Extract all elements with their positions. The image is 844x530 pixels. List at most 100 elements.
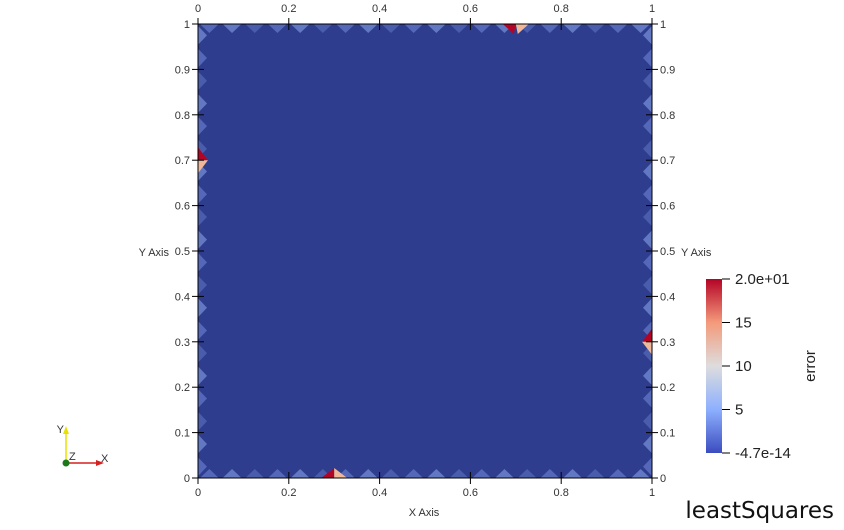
y-arrow-icon	[63, 426, 69, 434]
edge-triangle	[267, 24, 287, 33]
edge-triangle	[313, 24, 333, 33]
y-tick-label-left: 1	[184, 19, 190, 31]
y-tick-label-right: 0.7	[660, 155, 675, 167]
edge-triangle	[290, 469, 310, 478]
x-tick-label-top: 0.8	[554, 3, 569, 15]
y-tick-label-left: 0.7	[175, 155, 190, 167]
edge-triangle	[198, 48, 207, 68]
edge-triangle	[198, 366, 207, 386]
x-arrow-icon	[96, 460, 104, 466]
x-axis-title: X Axis	[409, 507, 440, 519]
y-tick-label-left: 0.1	[175, 428, 190, 440]
edge-triangle	[198, 457, 207, 477]
error-hotspot	[198, 147, 208, 174]
x-tick-label-top: 1	[649, 3, 655, 15]
edge-triangle	[198, 230, 207, 250]
x-tick-label-top: 0.4	[372, 3, 387, 15]
edge-triangle	[198, 389, 207, 409]
edge-triangle	[643, 25, 652, 45]
edge-triangle	[643, 48, 652, 68]
y-tick-label-left: 0.2	[175, 382, 190, 394]
edge-triangle	[358, 469, 378, 478]
error-hotspots	[198, 24, 652, 478]
edge-triangle	[198, 207, 207, 227]
edge-triangle	[494, 469, 514, 478]
edge-triangle	[336, 24, 356, 33]
x-tick-label-bottom: 0.8	[554, 487, 569, 499]
y-tick-label-right: 0.8	[660, 110, 675, 122]
edge-triangle	[643, 434, 652, 454]
edge-triangle	[643, 366, 652, 386]
edge-triangle	[245, 24, 265, 33]
edge-triangle	[643, 71, 652, 91]
edge-triangle	[426, 24, 446, 33]
y-axis-title-right: Y Axis	[681, 247, 712, 259]
edge-triangles	[198, 24, 652, 478]
edge-triangle	[585, 469, 605, 478]
z-axis-dot-icon	[62, 459, 70, 467]
orientation-z-label: Z	[69, 451, 76, 463]
colorbar-gradient	[706, 279, 722, 453]
edge-triangle	[472, 469, 492, 478]
edge-triangle	[563, 24, 583, 33]
edge-triangle	[643, 457, 652, 477]
y-tick-label-left: 0.3	[175, 337, 190, 349]
edge-triangle	[540, 24, 560, 33]
y-tick-label-right: 0.1	[660, 428, 675, 440]
y-tick-label-right: 0.9	[660, 64, 675, 76]
edge-triangle	[198, 71, 207, 91]
edge-triangle	[198, 275, 207, 295]
edge-triangle	[643, 230, 652, 250]
edge-triangle	[198, 411, 207, 431]
x-tick-label-top: 0.6	[463, 3, 478, 15]
edge-triangle	[643, 275, 652, 295]
x-tick-label-bottom: 0.2	[281, 487, 296, 499]
edge-triangle	[643, 298, 652, 318]
edge-triangle	[643, 93, 652, 113]
y-tick-label-right: 1	[660, 19, 666, 31]
error-hotspot	[502, 24, 529, 34]
colorbar-label: 15	[735, 315, 752, 332]
edge-triangle	[449, 24, 469, 33]
x-tick-label-bottom: 0.4	[372, 487, 387, 499]
edge-triangle	[198, 93, 207, 113]
edge-triangle	[608, 469, 628, 478]
colorbar-label: 10	[735, 358, 752, 375]
edge-triangle	[198, 116, 207, 136]
edge-triangle	[198, 320, 207, 340]
y-tick-label-right: 0	[660, 473, 666, 485]
edge-triangle	[198, 25, 207, 45]
edge-triangle	[643, 207, 652, 227]
edge-triangle	[222, 469, 242, 478]
edge-triangle	[199, 469, 219, 478]
edge-triangle	[472, 24, 492, 33]
edge-triangle	[381, 24, 401, 33]
edge-triangle	[449, 469, 469, 478]
edge-triangle	[198, 343, 207, 363]
y-tick-label-left: 0.5	[175, 246, 190, 258]
y-tick-label-right: 0.5	[660, 246, 675, 258]
edge-triangle	[631, 24, 651, 33]
orientation-x-label: X	[101, 453, 109, 465]
edge-triangle	[290, 24, 310, 33]
y-tick-label-left: 0.9	[175, 64, 190, 76]
y-tick-label-right: 0.3	[660, 337, 675, 349]
case-name-label: leastSquares	[685, 498, 834, 524]
y-tick-label-left: 0.4	[175, 291, 190, 303]
edge-triangle	[267, 469, 287, 478]
x-tick-label-top: 0.2	[281, 3, 296, 15]
x-tick-label-top: 0	[195, 3, 201, 15]
error-field-surface[interactable]	[198, 24, 652, 478]
x-tick-label-bottom: 1	[649, 487, 655, 499]
edge-triangle	[198, 298, 207, 318]
edge-triangle	[245, 469, 265, 478]
edge-triangle	[517, 469, 537, 478]
colorbar-label: 5	[735, 402, 743, 419]
edge-triangle	[404, 24, 424, 33]
orientation-axes-widget: Y X Z	[57, 424, 109, 467]
edge-triangle	[643, 389, 652, 409]
edge-triangle	[198, 184, 207, 204]
edge-triangle	[404, 469, 424, 478]
edge-triangle	[585, 24, 605, 33]
